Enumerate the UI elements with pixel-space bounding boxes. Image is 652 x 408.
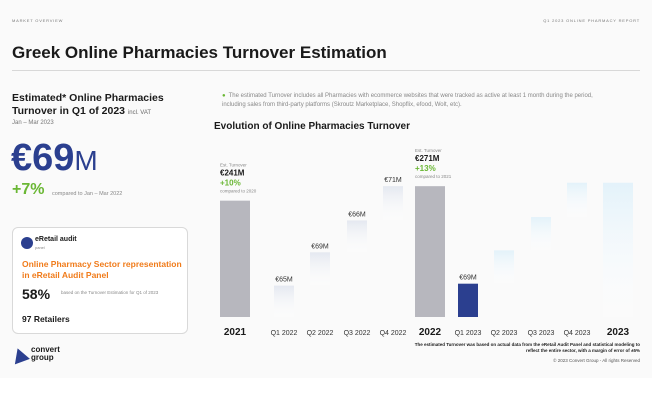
summary-growth: +7% bbox=[12, 181, 45, 198]
panel-card-percentage-note: based on the Turnover Estimation for Q1 … bbox=[61, 290, 159, 295]
footnote: The estimated Turnover was based on actu… bbox=[414, 342, 640, 353]
summary-value-number: €69 bbox=[11, 137, 75, 179]
bar-q1-2022 bbox=[274, 285, 294, 317]
annotation-note: compared to 2021 bbox=[415, 174, 452, 179]
category-label: Q4 2022 bbox=[380, 330, 407, 337]
annotation-label: Est. Turnover bbox=[220, 163, 247, 168]
panel-card: eRetail audit panel Online Pharmacy Sect… bbox=[12, 227, 188, 334]
category-label: Q1 2023 bbox=[455, 330, 482, 337]
brand-line-1: convert bbox=[31, 345, 60, 354]
summary-period: Jan – Mar 2023 bbox=[12, 120, 54, 126]
category-label: Q1 2022 bbox=[271, 330, 298, 337]
bar-q1-2023 bbox=[458, 283, 478, 317]
category-label: 2023 bbox=[607, 327, 630, 338]
bar-q4-2023 bbox=[567, 182, 587, 218]
summary-growth-note: compared to Jan – Mar 2022 bbox=[52, 191, 123, 197]
annotation-note: compared to 2020 bbox=[220, 189, 257, 194]
category-label: Q3 2022 bbox=[344, 330, 371, 337]
title-divider bbox=[12, 70, 640, 71]
chart-title: Evolution of Online Pharmacies Turnover bbox=[214, 121, 410, 132]
panel-card-retailers: 97 Retailers bbox=[22, 314, 70, 324]
value-label: €71M bbox=[384, 177, 402, 184]
summary-value: €69M bbox=[11, 138, 98, 181]
bar-2022 bbox=[415, 186, 445, 317]
convert-group-logo: convert group bbox=[10, 345, 72, 368]
brand-line-2: group bbox=[31, 353, 54, 362]
panel-card-title: Online Pharmacy Sector representation in… bbox=[22, 259, 182, 280]
copyright: © 2023 Convert Group - All rights Reserv… bbox=[553, 358, 640, 363]
bar-2023 bbox=[603, 182, 633, 317]
category-label: Q4 2023 bbox=[564, 330, 591, 337]
annotation-value: €271M bbox=[415, 154, 440, 163]
bar-q3-2022 bbox=[347, 220, 367, 253]
annotation-growth: +13% bbox=[415, 164, 436, 173]
page-title: Greek Online Pharmacies Turnover Estimat… bbox=[12, 43, 387, 62]
bottom-band bbox=[0, 378, 652, 408]
value-label: €69M bbox=[311, 243, 329, 250]
panel-card-percentage: 58% bbox=[22, 286, 51, 302]
summary-heading-suffix: incl. VAT bbox=[127, 110, 152, 116]
category-label: Q2 2022 bbox=[307, 330, 334, 337]
bar-2021 bbox=[220, 200, 250, 317]
value-label: €69M bbox=[459, 275, 477, 282]
eretail-logo-icon bbox=[21, 237, 33, 249]
annotation-label: Est. Turnover bbox=[415, 148, 442, 153]
eretail-logo-text: eRetail audit bbox=[35, 236, 77, 243]
annotation-growth: +10% bbox=[220, 179, 241, 188]
category-label: Q2 2023 bbox=[491, 330, 518, 337]
bar-q3-2023 bbox=[531, 217, 551, 251]
category-label: 2022 bbox=[419, 327, 442, 338]
bullet-icon: ● bbox=[222, 93, 226, 99]
bar-q2-2023 bbox=[494, 250, 514, 284]
eretail-logo-sub: panel bbox=[35, 245, 45, 250]
methodology-note: ● The estimated Turnover includes all Pha… bbox=[222, 92, 602, 110]
category-label: 2021 bbox=[224, 327, 247, 338]
category-label: Q3 2023 bbox=[528, 330, 555, 337]
methodology-note-text: The estimated Turnover includes all Phar… bbox=[222, 93, 593, 108]
bar-q2-2022 bbox=[310, 252, 330, 286]
section-tag: MARKET OVERVIEW bbox=[12, 18, 64, 23]
turnover-chart: 2021 €65M Q1 2022 €69M Q2 2022 €66M Q3 2022 €71… bbox=[220, 148, 633, 338]
convert-group-logo-icon bbox=[10, 345, 30, 365]
summary-heading-text: Estimated* Online Pharmacies Turnover in… bbox=[12, 92, 164, 117]
convert-group-logo-text: convert group bbox=[31, 346, 60, 362]
summary-value-unit: M bbox=[74, 145, 98, 176]
summary-heading: Estimated* Online Pharmacies Turnover in… bbox=[12, 92, 192, 120]
value-label: €65M bbox=[275, 277, 293, 284]
bar-q4-2022 bbox=[383, 186, 403, 221]
annotation-value: €241M bbox=[220, 169, 245, 178]
eretail-logo: eRetail audit panel bbox=[21, 236, 83, 252]
value-label: €66M bbox=[348, 211, 366, 218]
report-tag: Q1 2023 ONLINE PHARMACY REPORT bbox=[543, 18, 640, 23]
